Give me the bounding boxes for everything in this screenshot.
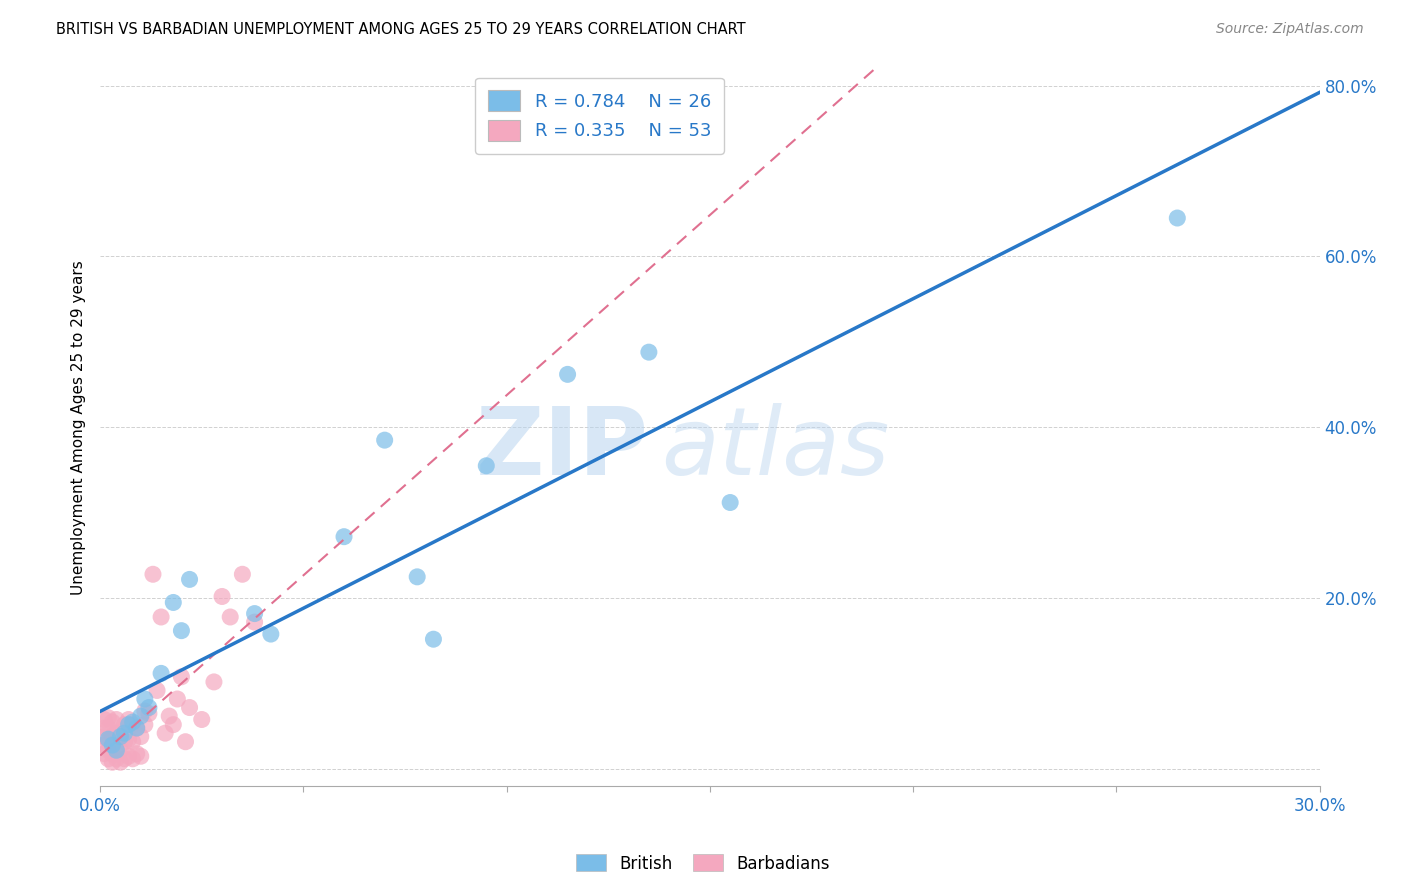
Point xyxy=(162,595,184,609)
Point xyxy=(101,738,124,752)
Point xyxy=(243,615,266,629)
Point xyxy=(138,706,160,721)
Point xyxy=(121,717,143,731)
Point xyxy=(117,732,139,747)
Point xyxy=(101,747,124,761)
Point xyxy=(179,700,201,714)
Point xyxy=(157,709,180,723)
Point xyxy=(150,610,173,624)
Text: BRITISH VS BARBADIAN UNEMPLOYMENT AMONG AGES 25 TO 29 YEARS CORRELATION CHART: BRITISH VS BARBADIAN UNEMPLOYMENT AMONG … xyxy=(56,22,745,37)
Point xyxy=(97,743,120,757)
Point xyxy=(93,721,115,735)
Point xyxy=(138,700,160,714)
Point xyxy=(170,624,193,638)
Point xyxy=(110,730,132,744)
Point xyxy=(93,730,115,744)
Point xyxy=(243,607,266,621)
Point xyxy=(101,714,124,729)
Point xyxy=(105,743,128,757)
Point xyxy=(153,726,176,740)
Point xyxy=(129,749,152,764)
Point xyxy=(475,458,498,473)
Text: Source: ZipAtlas.com: Source: ZipAtlas.com xyxy=(1216,22,1364,37)
Point xyxy=(638,345,661,359)
Point xyxy=(406,570,429,584)
Point xyxy=(97,735,120,749)
Point xyxy=(101,756,124,770)
Point xyxy=(121,752,143,766)
Point xyxy=(333,530,356,544)
Point xyxy=(202,674,225,689)
Point xyxy=(121,735,143,749)
Point xyxy=(114,752,136,766)
Point xyxy=(105,726,128,740)
Point xyxy=(110,743,132,757)
Point xyxy=(179,573,201,587)
Text: atlas: atlas xyxy=(661,403,890,494)
Point xyxy=(110,726,132,740)
Point xyxy=(97,752,120,766)
Point xyxy=(117,713,139,727)
Point xyxy=(121,714,143,729)
Legend: British, Barbadians: British, Barbadians xyxy=(569,847,837,880)
Point xyxy=(134,704,156,718)
Point xyxy=(125,721,148,735)
Point xyxy=(134,692,156,706)
Point xyxy=(374,433,396,447)
Point xyxy=(231,567,253,582)
Y-axis label: Unemployment Among Ages 25 to 29 years: Unemployment Among Ages 25 to 29 years xyxy=(72,260,86,595)
Point xyxy=(114,726,136,740)
Point xyxy=(105,740,128,755)
Point xyxy=(93,747,115,761)
Point xyxy=(125,721,148,735)
Point xyxy=(93,713,115,727)
Point xyxy=(219,610,242,624)
Point xyxy=(190,713,212,727)
Point xyxy=(211,590,233,604)
Point xyxy=(114,735,136,749)
Point xyxy=(114,717,136,731)
Point xyxy=(142,567,165,582)
Point xyxy=(125,747,148,761)
Point xyxy=(260,627,283,641)
Point xyxy=(166,692,188,706)
Point xyxy=(162,717,184,731)
Point xyxy=(422,632,444,647)
Point xyxy=(105,752,128,766)
Point xyxy=(101,730,124,744)
Point xyxy=(93,738,115,752)
Point xyxy=(170,670,193,684)
Legend: R = 0.784    N = 26, R = 0.335    N = 53: R = 0.784 N = 26, R = 0.335 N = 53 xyxy=(475,78,724,153)
Point xyxy=(117,749,139,764)
Point xyxy=(174,735,197,749)
Point xyxy=(105,713,128,727)
Point xyxy=(557,368,579,382)
Point xyxy=(97,711,120,725)
Text: ZIP: ZIP xyxy=(477,403,650,495)
Point xyxy=(134,717,156,731)
Point xyxy=(1166,211,1188,225)
Point xyxy=(97,732,120,747)
Point xyxy=(718,495,741,509)
Point xyxy=(129,709,152,723)
Point xyxy=(129,730,152,744)
Point xyxy=(146,683,169,698)
Point xyxy=(97,721,120,735)
Point xyxy=(150,666,173,681)
Point xyxy=(110,756,132,770)
Point xyxy=(117,717,139,731)
